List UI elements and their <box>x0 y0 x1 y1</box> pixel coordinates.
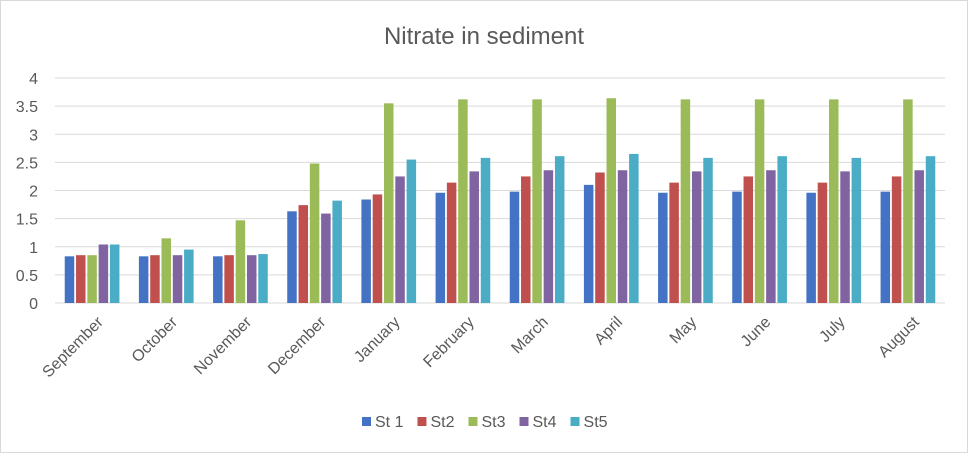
bar-st4-march <box>543 170 554 303</box>
bar-st2-october <box>150 255 160 303</box>
x-tick-label: August <box>876 313 924 361</box>
bar-st2-september <box>76 255 86 303</box>
y-tick-label: 1 <box>29 240 38 257</box>
y-tick-label: 0 <box>29 296 38 313</box>
bar-st3-march <box>532 99 542 303</box>
bar-st1-march <box>509 191 520 303</box>
bar-st2-june <box>743 176 754 303</box>
bar-st2-january <box>372 194 383 303</box>
y-axis-ticks: 0 0.5 1 1.5 2 2.5 3 3.5 4 <box>16 71 38 313</box>
bar-st5-september <box>109 244 120 303</box>
legend-label: St 1 <box>375 414 404 431</box>
x-tick-label: March <box>508 314 551 357</box>
bar-st5-march <box>554 156 565 303</box>
bar-st5-february <box>480 157 491 303</box>
bar-st4-june <box>766 170 776 303</box>
legend: St 1 St2 St3 St4 St5 <box>362 414 608 431</box>
x-tick-label: July <box>816 314 848 346</box>
x-tick-label: April <box>591 314 626 349</box>
bar-st5-november <box>258 254 268 303</box>
bars <box>64 98 936 303</box>
bar-st5-june <box>777 156 787 303</box>
bar-st3-april <box>606 98 616 303</box>
bar-st3-july <box>829 99 839 303</box>
y-tick-label: 2.5 <box>16 155 38 172</box>
bar-st5-january <box>406 159 417 303</box>
x-tick-label: June <box>738 314 775 351</box>
bar-st1-february <box>435 192 446 303</box>
x-tick-label: May <box>667 314 700 347</box>
bar-st4-may <box>691 171 702 303</box>
bar-st4-april <box>617 170 628 303</box>
bar-st2-may <box>669 182 679 303</box>
bar-st3-february <box>458 99 468 303</box>
legend-swatch <box>468 417 478 426</box>
bar-st2-july <box>817 182 828 303</box>
bar-st1-october <box>138 256 149 303</box>
bar-st4-february <box>469 171 479 303</box>
bar-st1-december <box>287 211 297 303</box>
bar-st3-may <box>680 99 691 303</box>
legend-swatch <box>362 417 371 426</box>
y-tick-label: 2 <box>29 184 38 201</box>
bar-st4-july <box>840 171 850 303</box>
bar-st1-august <box>880 191 891 303</box>
bar-st5-july <box>851 157 862 303</box>
bar-st5-december <box>332 200 342 303</box>
bar-st2-march <box>521 176 531 303</box>
bar-st4-november <box>246 255 257 303</box>
bar-st1-november <box>213 256 223 303</box>
bar-st4-january <box>395 176 405 303</box>
chart-title: Nitrate in sediment <box>384 23 584 50</box>
x-tick-label: November <box>191 313 256 378</box>
x-axis-ticks: September October November December January F… <box>40 313 924 381</box>
bar-st3-august <box>903 99 913 303</box>
legend-swatch <box>417 417 427 426</box>
bar-st5-october <box>184 249 194 303</box>
y-tick-label: 3.5 <box>16 99 38 116</box>
x-tick-label: December <box>265 313 330 378</box>
x-tick-label: October <box>129 313 182 366</box>
bar-st4-december <box>321 213 331 303</box>
bar-st5-april <box>629 153 639 303</box>
legend-label: St2 <box>430 414 454 431</box>
legend-label: St3 <box>481 414 505 431</box>
bar-st1-may <box>658 192 668 303</box>
bar-st5-august <box>925 156 936 303</box>
gridlines <box>55 77 945 304</box>
bar-st3-september <box>87 255 97 303</box>
bar-st4-september <box>98 244 109 303</box>
y-tick-label: 0.5 <box>16 268 38 285</box>
legend-label: St5 <box>584 414 608 431</box>
bar-st3-november <box>235 220 246 303</box>
bar-st4-october <box>172 255 183 303</box>
x-tick-label: January <box>351 314 403 366</box>
bar-st5-may <box>703 157 713 303</box>
bar-st2-november <box>224 255 234 303</box>
bar-st3-june <box>754 99 765 303</box>
bar-st2-april <box>595 172 605 303</box>
bar-st2-december <box>298 205 309 303</box>
x-tick-label: September <box>40 313 108 381</box>
bar-st1-april <box>583 184 594 303</box>
y-tick-label: 1.5 <box>16 212 38 229</box>
y-tick-label: 4 <box>29 71 38 88</box>
legend-label: St4 <box>533 414 557 431</box>
bar-st2-august <box>891 176 902 303</box>
bar-st3-january <box>384 103 394 303</box>
bar-st2-february <box>446 182 457 303</box>
y-tick-label: 3 <box>29 127 38 144</box>
bar-st3-december <box>309 163 320 303</box>
bar-st1-september <box>64 256 75 303</box>
bar-st1-july <box>806 192 816 303</box>
legend-swatch <box>570 417 580 426</box>
bar-st1-june <box>732 191 742 303</box>
x-tick-label: February <box>420 314 477 371</box>
legend-swatch <box>519 417 529 426</box>
bar-st1-january <box>361 199 371 303</box>
bar-st4-august <box>914 170 924 303</box>
bar-st3-october <box>161 238 171 303</box>
